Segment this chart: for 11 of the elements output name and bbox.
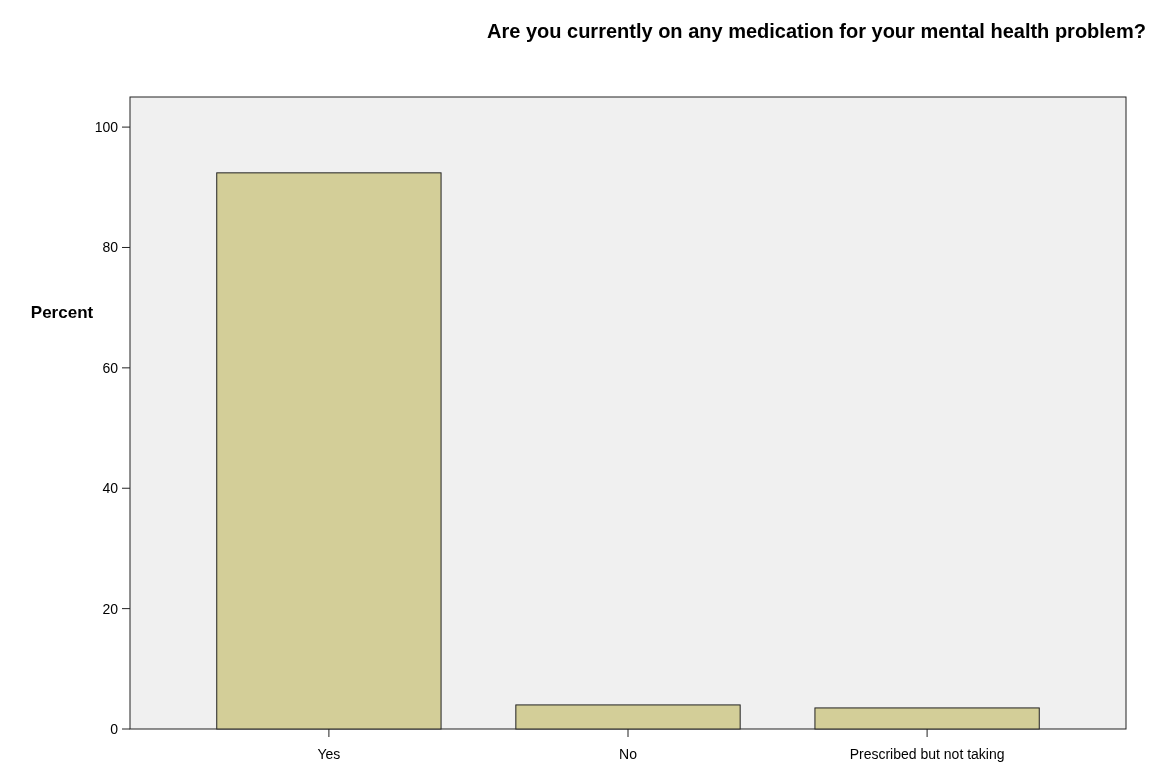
x-tick-label: Yes [317,746,341,762]
y-axis-title: Percent [30,302,94,322]
x-tick-label: No [619,746,638,762]
y-tick-label: 60 [102,359,119,376]
y-tick-label: 80 [102,239,119,256]
y-tick-label: 0 [110,720,119,737]
x-tick-label: Prescribed but not taking [849,746,1005,762]
y-tick-label: 100 [94,119,119,135]
y-tick-label: 20 [102,600,119,617]
y-tick-label: 40 [102,480,119,497]
chart-title: Are you currently on any medication for your mental health problem? [486,20,1146,42]
